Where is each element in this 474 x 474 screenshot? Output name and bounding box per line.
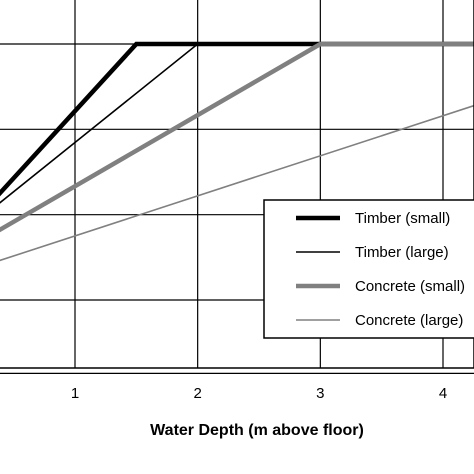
plot-frame	[0, 0, 474, 369]
x-tick-labels: 1 2 3 4	[71, 385, 447, 402]
plot-lines	[0, 41, 474, 262]
series-line-3	[0, 104, 474, 262]
x-tick-label: 2	[193, 385, 201, 402]
legend-label: Timber (small)	[355, 210, 450, 227]
legend-label: Timber (large)	[355, 244, 449, 261]
x-tick-label: 1	[71, 385, 79, 402]
legend: Timber (small) Timber (large) Concrete (sm…	[263, 199, 474, 339]
x-tick-label: 3	[316, 385, 324, 402]
series-line-2	[0, 41, 474, 233]
x-axis-title: Water Depth (m above floor)	[150, 422, 364, 439]
x-tick-label: 4	[439, 385, 447, 402]
legend-box	[263, 199, 474, 339]
legend-label: Concrete (small)	[355, 278, 465, 295]
legend-label: Concrete (large)	[355, 312, 463, 329]
